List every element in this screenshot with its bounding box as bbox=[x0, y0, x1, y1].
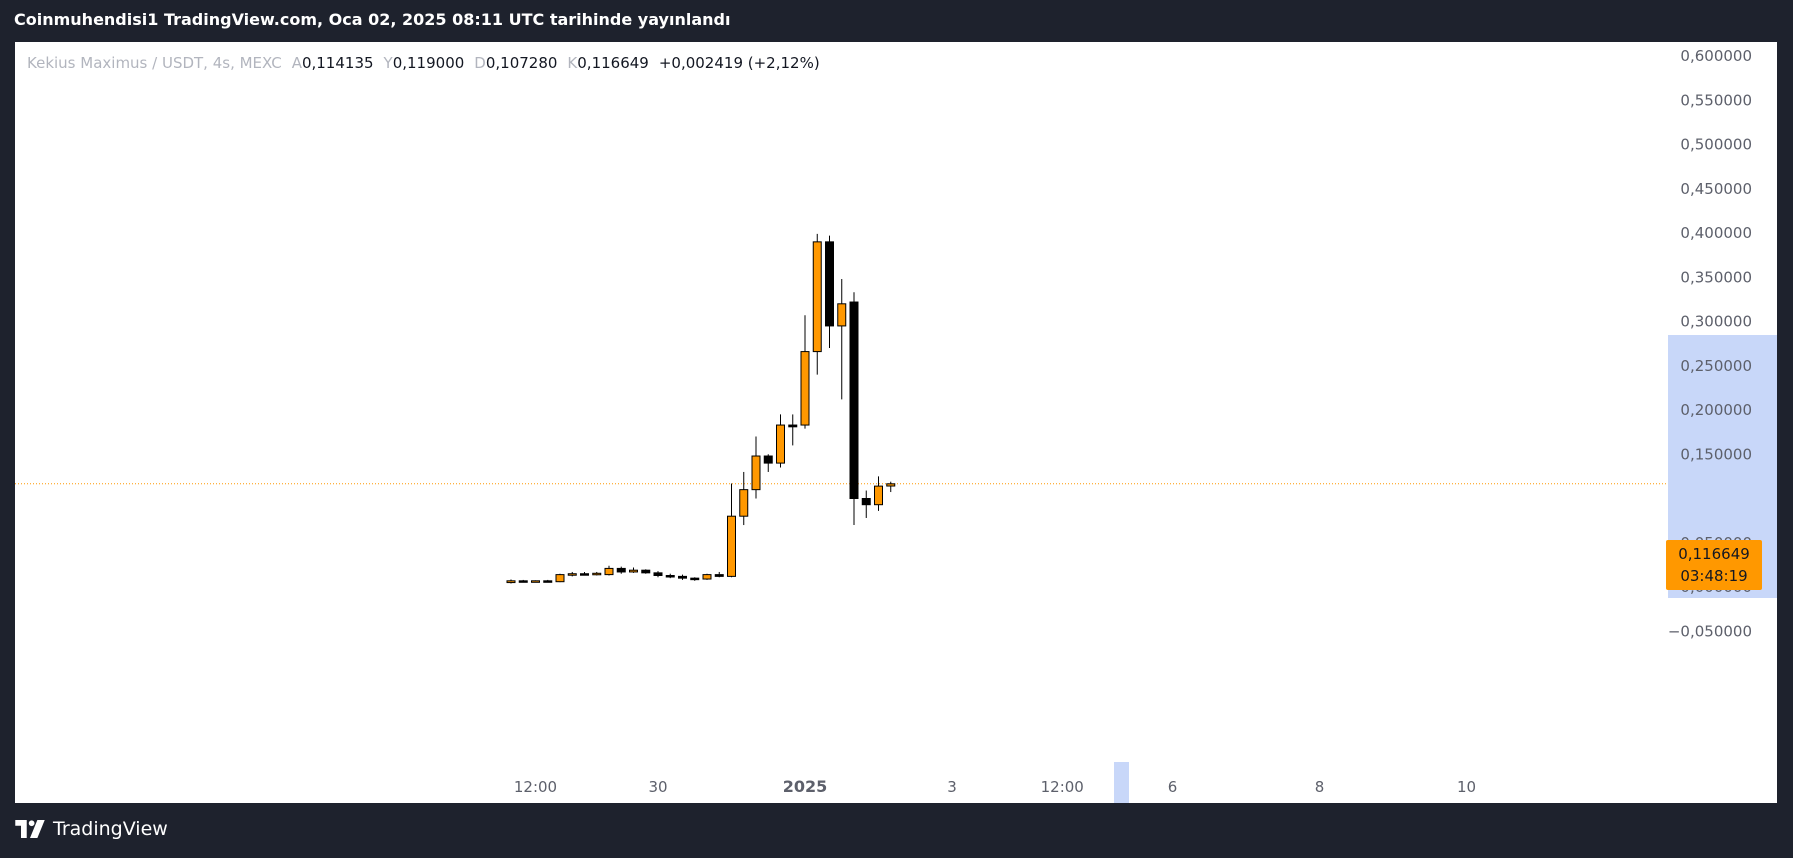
time-axis: 12:00 30 2025 3 12:00 6 8 10 bbox=[514, 777, 1476, 796]
candle-body-down[interactable] bbox=[788, 424, 798, 428]
time-tick-label: 10 bbox=[1457, 778, 1476, 796]
tradingview-logo-icon bbox=[15, 820, 45, 838]
legend-close: 0,116649 bbox=[577, 54, 649, 72]
candle-body-down[interactable] bbox=[763, 455, 773, 464]
publish-title: Coinmuhendisi1 TradingView.com, Oca 02, … bbox=[14, 10, 731, 29]
candle-body-up[interactable] bbox=[837, 303, 847, 327]
candles-group bbox=[506, 233, 896, 584]
price-tick-label: 0,150000 bbox=[1680, 445, 1752, 463]
candle-body-up[interactable] bbox=[531, 580, 540, 583]
candle-body-up[interactable] bbox=[886, 483, 896, 487]
candle-body-up[interactable] bbox=[727, 515, 736, 577]
candle-body-up[interactable] bbox=[739, 489, 749, 517]
legend-change: +0,002419 (+2,12%) bbox=[658, 54, 820, 72]
legend-close-label: K bbox=[567, 54, 578, 72]
price-tick-label: 0,550000 bbox=[1680, 91, 1752, 109]
legend-high: 0,119000 bbox=[392, 54, 465, 72]
price-tick-label: 0,200000 bbox=[1680, 401, 1752, 419]
candle-body-up[interactable] bbox=[567, 573, 577, 576]
legend-symbol: Kekius Maximus / USDT, 4s, MEXC bbox=[27, 54, 282, 72]
candle-body-down[interactable] bbox=[849, 301, 859, 499]
candlestick-chart[interactable]: 0,600000 0,550000 0,500000 0,450000 0,400000… bbox=[15, 42, 1777, 803]
footer-brand-name: TradingView bbox=[53, 818, 168, 840]
price-tick-label: 0,450000 bbox=[1680, 180, 1752, 198]
candle-body-down[interactable] bbox=[714, 574, 724, 577]
candle-body-down[interactable] bbox=[641, 569, 651, 574]
legend-high-label: Y bbox=[383, 54, 393, 72]
time-tick-label: 6 bbox=[1168, 778, 1178, 796]
time-tick-label: 12:00 bbox=[514, 778, 557, 796]
time-tick-label: 30 bbox=[648, 778, 667, 796]
candle-body-up[interactable] bbox=[702, 574, 712, 580]
time-tick-label: 3 bbox=[947, 778, 957, 796]
chart-pane[interactable]: 0,600000 0,550000 0,500000 0,450000 0,400000… bbox=[15, 42, 1777, 803]
candle-body-down[interactable] bbox=[518, 580, 528, 583]
candle-body-up[interactable] bbox=[555, 574, 565, 583]
candle-body-up[interactable] bbox=[604, 567, 614, 576]
candle-body-up[interactable] bbox=[506, 580, 516, 584]
candle-body-up[interactable] bbox=[629, 569, 638, 573]
price-tick-label: 0,500000 bbox=[1680, 136, 1752, 154]
legend-low-label: D bbox=[474, 54, 486, 72]
price-tick-label: 0,250000 bbox=[1680, 357, 1752, 375]
price-tick-label: 0,300000 bbox=[1680, 313, 1752, 331]
bar-countdown: 03:48:19 bbox=[1680, 567, 1748, 585]
candle-body-down[interactable] bbox=[861, 498, 871, 506]
time-range-highlight bbox=[1114, 762, 1129, 803]
footer-brand[interactable]: TradingView bbox=[15, 818, 168, 840]
last-price-value: 0,116649 bbox=[1678, 545, 1750, 563]
legend-low: 0,107280 bbox=[485, 54, 558, 72]
candle-body-down[interactable] bbox=[616, 567, 626, 573]
legend-open-label: A bbox=[291, 54, 302, 72]
last-price-label: 0,116649 03:48:19 bbox=[1666, 540, 1762, 590]
candle-body-down[interactable] bbox=[678, 575, 687, 579]
price-tick-label: 0,350000 bbox=[1680, 268, 1752, 286]
candle-body-down[interactable] bbox=[690, 577, 700, 581]
price-tick-label: 0,400000 bbox=[1680, 224, 1752, 242]
legend-open: 0,114135 bbox=[301, 54, 374, 72]
candle-body-down[interactable] bbox=[825, 241, 834, 327]
candle-body-up[interactable] bbox=[874, 485, 883, 506]
ohlc-legend: Kekius Maximus / USDT, 4s, MEXC A0,114135… bbox=[27, 54, 820, 72]
time-tick-label: 8 bbox=[1315, 778, 1325, 796]
candle-body-down[interactable] bbox=[580, 573, 589, 576]
candle-body-up[interactable] bbox=[812, 241, 822, 353]
candle-body-up[interactable] bbox=[592, 572, 602, 576]
price-tick-label: −0,050000 bbox=[1668, 622, 1752, 640]
candle-body-up[interactable] bbox=[751, 455, 761, 491]
candle-body-up[interactable] bbox=[776, 424, 785, 464]
candle-body-down[interactable] bbox=[653, 572, 663, 576]
time-tick-label: 2025 bbox=[783, 777, 828, 796]
time-tick-label: 12:00 bbox=[1041, 778, 1084, 796]
candle-body-down[interactable] bbox=[665, 574, 675, 578]
price-tick-label: 0,600000 bbox=[1680, 47, 1752, 65]
candle-body-down[interactable] bbox=[543, 580, 553, 583]
candle-body-up[interactable] bbox=[800, 351, 810, 426]
